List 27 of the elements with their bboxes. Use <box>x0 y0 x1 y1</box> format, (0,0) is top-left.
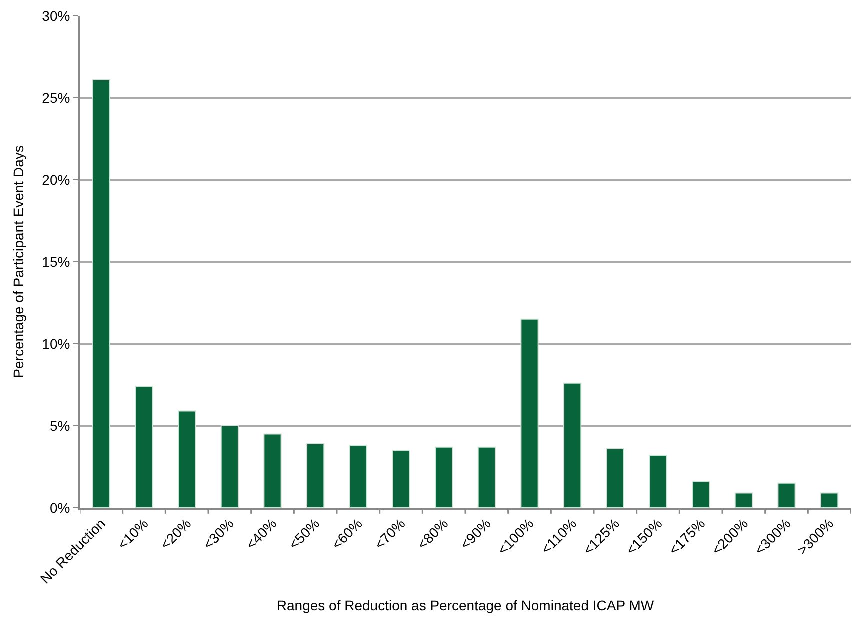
y-tick-label: 0% <box>50 500 70 516</box>
y-tick-label: 5% <box>50 418 70 434</box>
x-axis-title: Ranges of Reduction as Percentage of Nominated ICAP MW <box>276 598 655 614</box>
bar <box>306 444 325 508</box>
bar <box>220 426 239 508</box>
y-tick-label: 25% <box>42 90 70 106</box>
bar <box>606 448 624 508</box>
bar <box>649 455 668 508</box>
y-tick-label: 15% <box>42 254 70 270</box>
bar <box>478 446 496 508</box>
y-tick-label: 10% <box>42 336 70 352</box>
bar <box>264 434 282 508</box>
bar <box>135 386 154 508</box>
bar <box>392 450 410 508</box>
bar <box>692 481 710 508</box>
bar <box>92 79 110 508</box>
y-tick-label: 30% <box>42 8 70 24</box>
bar <box>349 445 368 508</box>
bar <box>435 446 454 508</box>
y-tick-label: 20% <box>42 172 70 188</box>
bar <box>820 492 839 508</box>
bar <box>520 318 539 508</box>
y-axis-title: Percentage of Participant Event Days <box>10 146 26 378</box>
bar <box>778 482 796 508</box>
bar <box>734 492 753 508</box>
bar <box>564 382 582 508</box>
bar <box>178 410 196 508</box>
